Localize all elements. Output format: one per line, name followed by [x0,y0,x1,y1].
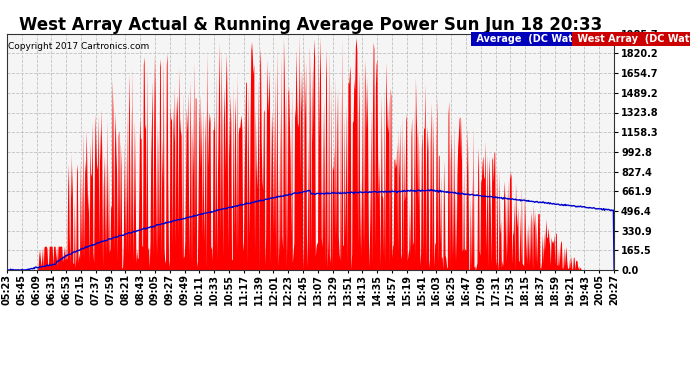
Title: West Array Actual & Running Average Power Sun Jun 18 20:33: West Array Actual & Running Average Powe… [19,16,602,34]
Text: Copyright 2017 Cartronics.com: Copyright 2017 Cartronics.com [8,42,150,51]
Text: Average  (DC Watts): Average (DC Watts) [473,34,591,44]
Text: West Array  (DC Watts): West Array (DC Watts) [574,34,690,44]
